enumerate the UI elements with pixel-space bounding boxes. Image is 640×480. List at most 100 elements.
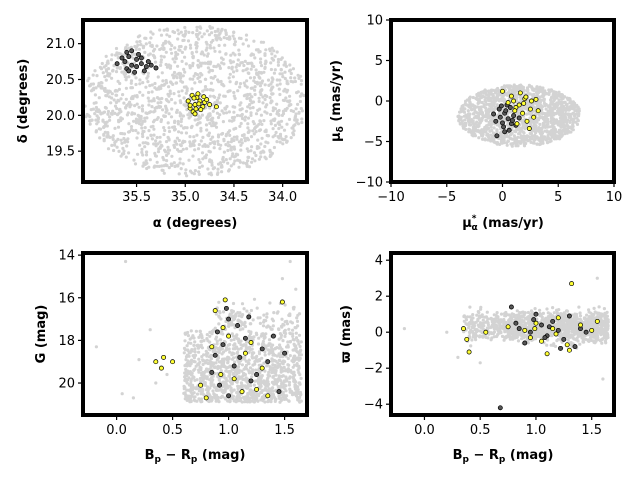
background-star bbox=[186, 370, 190, 374]
background-star bbox=[523, 127, 527, 131]
background-star bbox=[546, 117, 550, 122]
background-star bbox=[245, 309, 249, 313]
background-star bbox=[133, 52, 137, 56]
background-star bbox=[214, 36, 218, 41]
background-star bbox=[286, 356, 290, 361]
background-star bbox=[200, 355, 204, 359]
group-a-star bbox=[494, 133, 500, 139]
background-star bbox=[212, 395, 216, 399]
background-star bbox=[264, 384, 268, 388]
background-star bbox=[237, 319, 241, 323]
background-star bbox=[195, 133, 199, 137]
background-star bbox=[175, 148, 180, 152]
background-star bbox=[207, 33, 211, 37]
background-star bbox=[286, 88, 290, 92]
background-star bbox=[255, 396, 259, 400]
background-star bbox=[270, 56, 274, 61]
group-b-star bbox=[279, 299, 285, 305]
background-star bbox=[270, 92, 274, 96]
background-star bbox=[191, 77, 195, 81]
background-star bbox=[232, 162, 236, 166]
background-star bbox=[195, 399, 199, 403]
group-b-star bbox=[265, 393, 271, 399]
background-star bbox=[253, 88, 257, 92]
group-b-star bbox=[191, 95, 197, 101]
y-tick-label: 20.5 bbox=[46, 73, 75, 88]
background-star bbox=[166, 135, 170, 139]
background-star bbox=[102, 139, 106, 143]
background-star bbox=[551, 124, 555, 128]
background-star bbox=[257, 99, 261, 104]
background-star bbox=[102, 88, 107, 92]
background-star bbox=[208, 142, 212, 146]
group-a-star bbox=[122, 59, 128, 65]
group-a-star bbox=[145, 59, 151, 65]
background-star bbox=[287, 313, 291, 318]
background-star bbox=[173, 60, 177, 64]
background-star bbox=[114, 139, 118, 143]
background-star bbox=[135, 102, 139, 106]
background-star bbox=[219, 317, 223, 321]
background-star bbox=[209, 376, 213, 380]
background-star bbox=[205, 377, 209, 381]
background-star bbox=[164, 50, 168, 54]
background-star bbox=[172, 125, 177, 129]
background-star bbox=[99, 112, 103, 116]
background-star bbox=[276, 57, 281, 62]
background-star bbox=[278, 362, 282, 367]
background-star bbox=[182, 346, 187, 350]
background-star bbox=[477, 121, 481, 126]
background-star bbox=[494, 96, 498, 100]
background-star bbox=[141, 119, 145, 123]
group-b-star bbox=[239, 389, 245, 395]
background-star bbox=[281, 339, 285, 343]
background-star bbox=[262, 379, 266, 383]
background-star bbox=[167, 100, 171, 104]
background-star bbox=[122, 149, 126, 153]
background-star bbox=[200, 151, 205, 155]
background-star bbox=[211, 135, 215, 139]
background-star bbox=[229, 53, 233, 57]
background-star bbox=[548, 113, 553, 117]
x-tick-label: 0.0 bbox=[106, 423, 127, 438]
group-b-star bbox=[254, 386, 260, 392]
background-star bbox=[259, 71, 263, 75]
background-star bbox=[592, 306, 596, 310]
background-star bbox=[246, 149, 250, 153]
group-a-star bbox=[138, 61, 144, 67]
background-star bbox=[298, 94, 302, 98]
x-tick-label: −5 bbox=[437, 190, 456, 205]
background-star bbox=[550, 109, 554, 113]
background-star bbox=[183, 331, 187, 335]
background-star bbox=[158, 28, 162, 32]
background-star bbox=[282, 128, 287, 132]
background-star bbox=[110, 53, 114, 57]
background-star bbox=[489, 125, 493, 129]
background-star bbox=[515, 85, 520, 89]
background-star bbox=[89, 82, 93, 86]
background-star bbox=[240, 363, 244, 367]
background-star bbox=[137, 358, 141, 362]
background-star bbox=[481, 318, 485, 322]
background-star bbox=[143, 116, 147, 120]
background-star bbox=[167, 138, 171, 142]
background-star bbox=[239, 148, 243, 152]
background-star bbox=[285, 106, 289, 110]
background-star bbox=[244, 33, 249, 37]
background-star bbox=[239, 121, 243, 126]
background-star bbox=[136, 35, 140, 39]
background-star bbox=[247, 71, 251, 75]
background-star bbox=[110, 92, 114, 96]
background-star bbox=[153, 154, 158, 158]
background-star bbox=[287, 399, 291, 403]
background-star bbox=[117, 149, 121, 153]
background-star bbox=[269, 67, 273, 72]
background-star bbox=[119, 154, 123, 158]
background-star bbox=[206, 52, 210, 56]
background-star bbox=[115, 113, 120, 117]
background-star bbox=[206, 167, 210, 171]
background-star bbox=[299, 399, 303, 403]
background-star bbox=[275, 78, 279, 82]
background-star bbox=[100, 61, 104, 66]
